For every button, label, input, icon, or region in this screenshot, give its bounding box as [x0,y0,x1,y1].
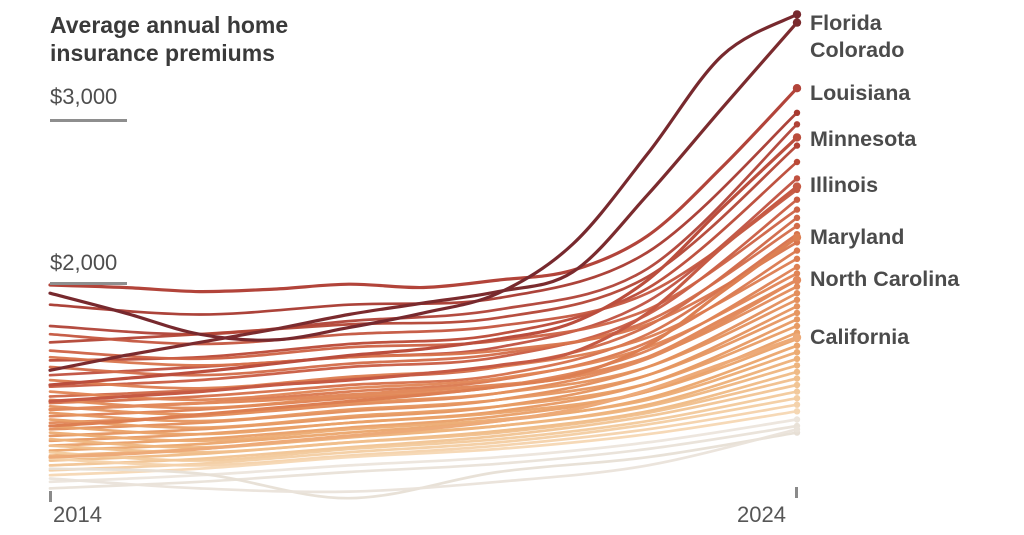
premium-line-background [48,344,799,452]
premium-line-background-endpoint-dot [793,362,801,369]
premium-line-background-endpoint-dot [793,426,801,433]
chart-title: Average annual home insurance premiums [50,12,288,67]
premium-line-background-endpoint-dot [793,303,801,310]
premium-line-background-endpoint-dot [793,142,801,149]
premium-line-background [48,324,799,430]
premium-line-background-endpoint-dot [793,388,801,395]
premium-line-background [48,418,799,484]
chart-title-line1: Average annual home [50,12,289,38]
premium-line-background-endpoint-dot [793,121,801,128]
premium-line-illinois-endpoint-dot [792,182,802,191]
premium-line-background [48,298,799,416]
premium-line-background [48,232,799,405]
premium-line-background-endpoint-dot [793,408,801,415]
premium-line-background-endpoint-dot [793,381,801,389]
premium-line-background-endpoint-dot [793,196,801,203]
premium-line-background [48,424,799,490]
premium-line-louisiana-endpoint-dot [792,84,802,93]
premium-line-background-endpoint-dot [793,309,801,317]
premium-line-maryland [48,235,799,428]
y-axis-tick-label-3000: $3,000 [50,84,118,109]
premium-line-background-endpoint-dot [793,247,801,254]
premium-line-background-endpoint-dot [793,109,801,117]
premium-line-florida-endpoint-dot [792,10,802,19]
premium-line-background [48,409,799,477]
premium-line-minnesota-endpoint-dot [792,133,802,142]
x-axis-tick-label-2024: 2024 [737,502,786,527]
premium-line-north-carolina-endpoint-dot [792,275,802,285]
y-axis-tick-rule-3000 [50,119,127,122]
premium-line-colorado [48,21,799,372]
premium-line-background-endpoint-dot [793,316,801,323]
premium-line-background-endpoint-dot [793,375,801,382]
premium-line-background-endpoint-dot [793,158,801,166]
premium-line-minnesota [48,135,799,387]
premium-line-background [48,144,799,344]
premium-line-background [48,377,799,454]
premium-line-background-endpoint-dot [793,322,801,330]
premium-line-background-endpoint-dot [793,290,801,297]
chart-title-line2: insurance premiums [50,39,275,66]
premium-line-background [48,272,799,402]
y-axis-tick-rule-2000 [50,282,127,285]
premium-line-background-endpoint-dot [793,395,801,402]
premium-line-background-endpoint-dot [793,206,801,213]
premium-line-background [48,241,799,367]
premium-line-california-endpoint-dot [792,333,802,342]
premium-line-background [48,364,799,449]
premium-line-background [48,403,799,467]
premium-line-background [48,311,799,423]
premium-line-background [48,224,799,377]
premium-line-illinois [48,185,799,403]
premium-line-background-endpoint-dot [793,270,801,277]
premium-line-background-endpoint-dot [793,214,801,221]
premium-line-background [48,208,799,361]
x-axis-tick-label-2014: 2014 [53,502,102,527]
premium-line-background-endpoint-dot [793,401,801,408]
premium-line-background-endpoint-dot [793,368,801,376]
y-axis-tick-label-2000: $2,000 [50,250,118,275]
premium-line-california [48,335,799,459]
premium-line-background-endpoint-dot [793,342,801,349]
premium-line-background [48,390,799,462]
x-axis-tick-mark-2014 [49,491,52,502]
premium-line-background [48,337,799,436]
premium-line-louisiana [48,86,799,294]
premium-line-background [48,198,799,389]
premium-line-background-endpoint-dot [793,222,801,230]
premium-line-north-carolina [48,278,799,412]
premium-line-background-endpoint-dot [793,349,801,356]
premium-line-background [48,350,799,443]
premium-line-background-endpoint-dot [793,175,801,182]
x-axis-tick-mark-2024 [795,487,798,498]
premium-line-background-endpoint-dot [793,416,801,423]
premium-line-background [48,111,799,316]
premium-line-background [48,427,799,494]
premium-line-maryland-endpoint-dot [792,233,802,242]
premium-line-background-endpoint-dot [793,255,801,262]
premium-line-background-endpoint-dot [793,283,801,290]
premium-line-colorado-endpoint-dot [792,18,802,27]
premium-line-background-endpoint-dot [793,263,801,271]
premium-line-background-endpoint-dot [793,296,801,303]
premium-line-florida [48,12,799,342]
premium-line-background-endpoint-dot [793,355,801,362]
